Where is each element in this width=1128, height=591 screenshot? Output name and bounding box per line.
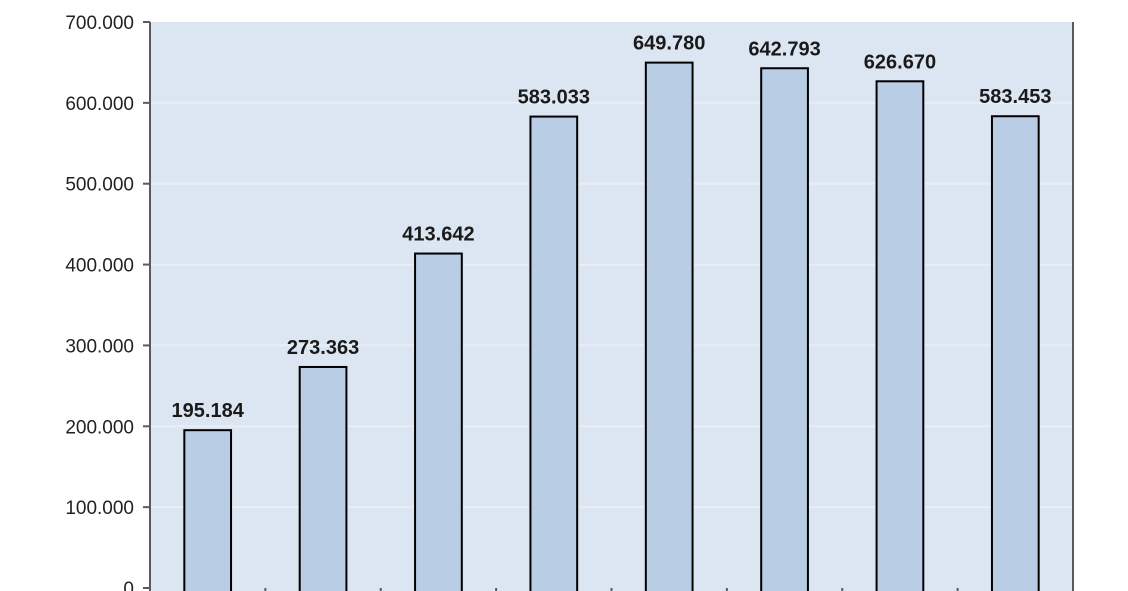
y-tick-label: 700.000 [65,13,134,34]
y-tick-label: 0 [123,579,134,591]
bar [990,115,1040,591]
data-label: 626.670 [864,51,936,73]
bar [529,115,579,591]
y-tick-label: 600.000 [65,94,134,115]
y-tick-label: 500.000 [65,175,134,196]
bar [760,67,809,591]
data-label: 583.033 [518,87,590,109]
bar [644,61,694,591]
data-label: 195.184 [172,400,245,422]
axes [143,21,1074,591]
bar [875,80,925,591]
bar [183,429,233,591]
y-tick-label: 300.000 [65,336,134,357]
data-label: 273.363 [287,337,359,359]
bars [183,61,1040,591]
y-axis-tick-labels: 0 100.000 200.000 300.000 400.000 500.000 600.… [65,13,134,591]
data-labels: 195.184 273.363 413.642 583.033 649.780 642.7… [172,33,1052,423]
plot-area [150,22,1073,591]
data-label: 642.793 [748,38,820,60]
plot-background [150,22,1073,591]
y-tick-label: 100.000 [65,498,134,519]
y-tick-label: 400.000 [65,256,134,277]
data-label: 649.780 [633,33,705,55]
data-label: 583.453 [979,86,1051,108]
data-label: 413.642 [402,224,474,246]
bar [298,365,348,591]
bar [414,252,463,591]
y-tick-label: 200.000 [65,417,134,438]
